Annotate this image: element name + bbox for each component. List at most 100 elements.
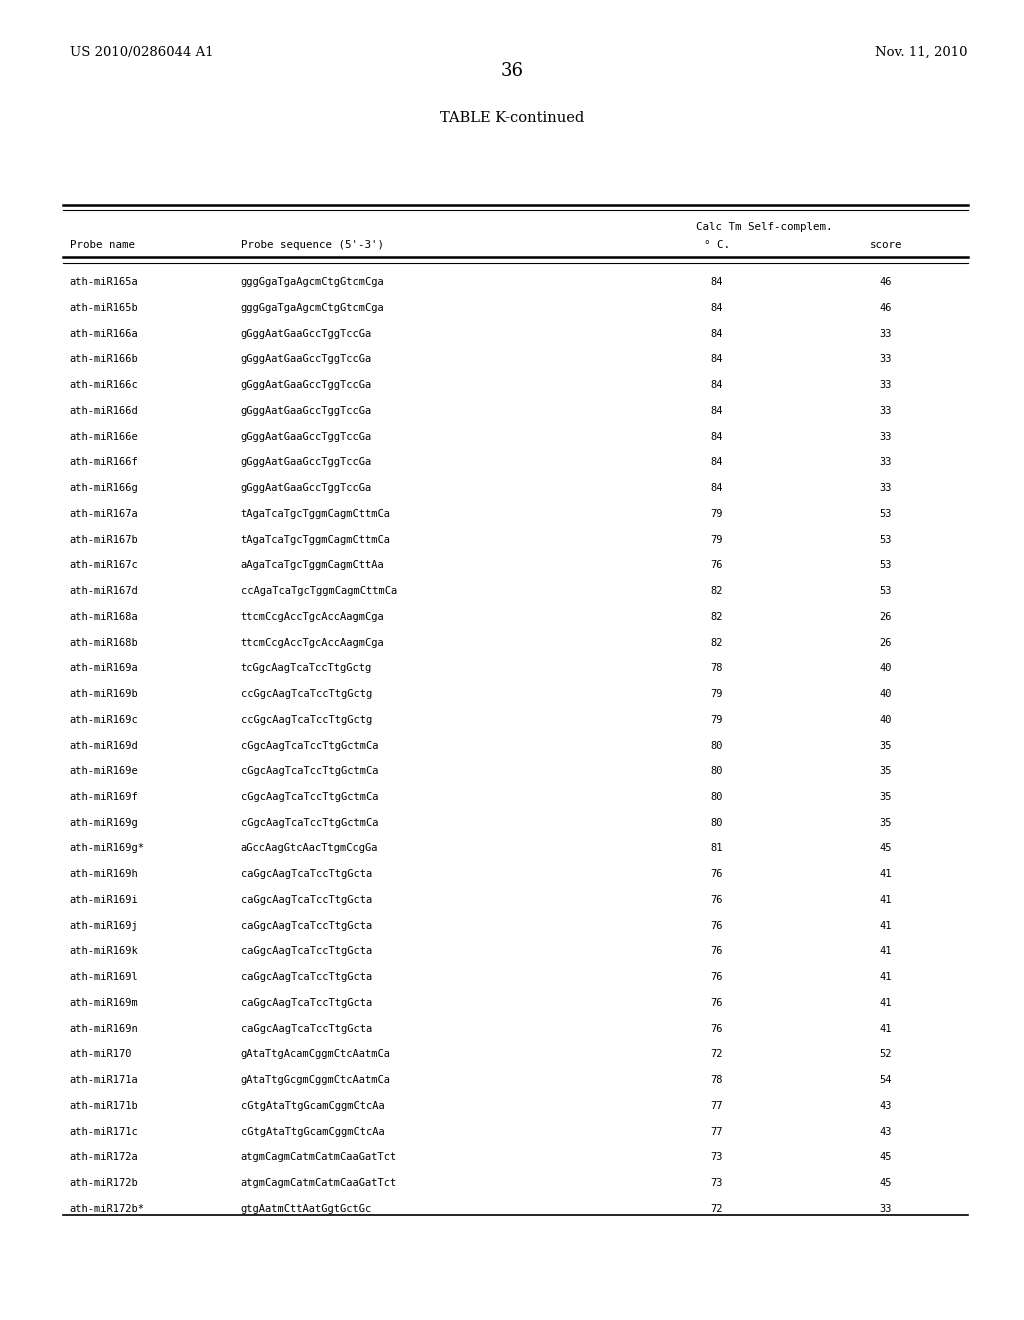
- Text: ath-miR166a: ath-miR166a: [70, 329, 138, 339]
- Text: 84: 84: [711, 458, 723, 467]
- Text: ccGgcAagTcaTccTtgGctg: ccGgcAagTcaTccTtgGctg: [241, 689, 372, 700]
- Text: gggGgaTgaAgcmCtgGtcmCga: gggGgaTgaAgcmCtgGtcmCga: [241, 277, 384, 288]
- Text: 79: 79: [711, 715, 723, 725]
- Text: ath-miR170: ath-miR170: [70, 1049, 132, 1060]
- Text: caGgcAagTcaTccTtgGcta: caGgcAagTcaTccTtgGcta: [241, 946, 372, 957]
- Text: ath-miR165a: ath-miR165a: [70, 277, 138, 288]
- Text: 33: 33: [880, 458, 892, 467]
- Text: 73: 73: [711, 1152, 723, 1163]
- Text: gAtaTtgGcgmCggmCtcAatmCa: gAtaTtgGcgmCggmCtcAatmCa: [241, 1074, 390, 1085]
- Text: ath-miR167b: ath-miR167b: [70, 535, 138, 545]
- Text: ath-miR169a: ath-miR169a: [70, 663, 138, 673]
- Text: 33: 33: [880, 380, 892, 391]
- Text: 41: 41: [880, 895, 892, 906]
- Text: ath-miR167a: ath-miR167a: [70, 508, 138, 519]
- Text: 35: 35: [880, 766, 892, 776]
- Text: 33: 33: [880, 407, 892, 416]
- Text: Nov. 11, 2010: Nov. 11, 2010: [876, 46, 968, 59]
- Text: 53: 53: [880, 586, 892, 597]
- Text: gGggAatGaaGccTggTccGa: gGggAatGaaGccTggTccGa: [241, 407, 372, 416]
- Text: ath-miR169k: ath-miR169k: [70, 946, 138, 957]
- Text: ath-miR171c: ath-miR171c: [70, 1126, 138, 1137]
- Text: aGccAagGtcAacTtgmCcgGa: aGccAagGtcAacTtgmCcgGa: [241, 843, 378, 854]
- Text: 36: 36: [501, 62, 523, 81]
- Text: 84: 84: [711, 277, 723, 288]
- Text: ath-miR171a: ath-miR171a: [70, 1074, 138, 1085]
- Text: 41: 41: [880, 1024, 892, 1034]
- Text: ath-miR169i: ath-miR169i: [70, 895, 138, 906]
- Text: 76: 76: [711, 972, 723, 982]
- Text: ath-miR168b: ath-miR168b: [70, 638, 138, 648]
- Text: 40: 40: [880, 715, 892, 725]
- Text: tAgaTcaTgcTggmCagmCttmCa: tAgaTcaTgcTggmCagmCttmCa: [241, 508, 390, 519]
- Text: 33: 33: [880, 483, 892, 494]
- Text: ttcmCcgAccTgcAccAagmCga: ttcmCcgAccTgcAccAagmCga: [241, 612, 384, 622]
- Text: 79: 79: [711, 689, 723, 700]
- Text: 76: 76: [711, 921, 723, 931]
- Text: 81: 81: [711, 843, 723, 854]
- Text: 35: 35: [880, 817, 892, 828]
- Text: ath-miR166f: ath-miR166f: [70, 458, 138, 467]
- Text: ath-miR166d: ath-miR166d: [70, 407, 138, 416]
- Text: 53: 53: [880, 535, 892, 545]
- Text: 78: 78: [711, 1074, 723, 1085]
- Text: ath-miR166c: ath-miR166c: [70, 380, 138, 391]
- Text: ath-miR169e: ath-miR169e: [70, 766, 138, 776]
- Text: 84: 84: [711, 354, 723, 364]
- Text: atgmCagmCatmCatmCaaGatTct: atgmCagmCatmCatmCaaGatTct: [241, 1177, 397, 1188]
- Text: 45: 45: [880, 1177, 892, 1188]
- Text: 82: 82: [711, 638, 723, 648]
- Text: 76: 76: [711, 998, 723, 1008]
- Text: 41: 41: [880, 946, 892, 957]
- Text: Calc Tm Self-complem.: Calc Tm Self-complem.: [696, 222, 833, 232]
- Text: 84: 84: [711, 380, 723, 391]
- Text: ttcmCcgAccTgcAccAagmCga: ttcmCcgAccTgcAccAagmCga: [241, 638, 384, 648]
- Text: 33: 33: [880, 432, 892, 442]
- Text: gAtaTtgAcamCggmCtcAatmCa: gAtaTtgAcamCggmCtcAatmCa: [241, 1049, 390, 1060]
- Text: 26: 26: [880, 612, 892, 622]
- Text: 53: 53: [880, 560, 892, 570]
- Text: ccGgcAagTcaTccTtgGctg: ccGgcAagTcaTccTtgGctg: [241, 715, 372, 725]
- Text: ath-miR171b: ath-miR171b: [70, 1101, 138, 1111]
- Text: 76: 76: [711, 560, 723, 570]
- Text: 80: 80: [711, 792, 723, 803]
- Text: ath-miR172b*: ath-miR172b*: [70, 1204, 144, 1214]
- Text: cGgcAagTcaTccTtgGctmCa: cGgcAagTcaTccTtgGctmCa: [241, 766, 378, 776]
- Text: 54: 54: [880, 1074, 892, 1085]
- Text: 41: 41: [880, 998, 892, 1008]
- Text: ccAgaTcaTgcTggmCagmCttmCa: ccAgaTcaTgcTggmCagmCttmCa: [241, 586, 397, 597]
- Text: 77: 77: [711, 1126, 723, 1137]
- Text: tAgaTcaTgcTggmCagmCttmCa: tAgaTcaTgcTggmCagmCttmCa: [241, 535, 390, 545]
- Text: ath-miR169f: ath-miR169f: [70, 792, 138, 803]
- Text: 80: 80: [711, 817, 723, 828]
- Text: US 2010/0286044 A1: US 2010/0286044 A1: [70, 46, 213, 59]
- Text: 41: 41: [880, 972, 892, 982]
- Text: 45: 45: [880, 1152, 892, 1163]
- Text: 76: 76: [711, 946, 723, 957]
- Text: ath-miR165b: ath-miR165b: [70, 302, 138, 313]
- Text: gggGgaTgaAgcmCtgGtcmCga: gggGgaTgaAgcmCtgGtcmCga: [241, 302, 384, 313]
- Text: gGggAatGaaGccTggTccGa: gGggAatGaaGccTggTccGa: [241, 458, 372, 467]
- Text: 79: 79: [711, 508, 723, 519]
- Text: gtgAatmCttAatGgtGctGc: gtgAatmCttAatGgtGctGc: [241, 1204, 372, 1214]
- Text: 72: 72: [711, 1049, 723, 1060]
- Text: Probe name: Probe name: [70, 240, 134, 251]
- Text: gGggAatGaaGccTggTccGa: gGggAatGaaGccTggTccGa: [241, 329, 372, 339]
- Text: 46: 46: [880, 302, 892, 313]
- Text: cGgcAagTcaTccTtgGctmCa: cGgcAagTcaTccTtgGctmCa: [241, 741, 378, 751]
- Text: caGgcAagTcaTccTtgGcta: caGgcAagTcaTccTtgGcta: [241, 972, 372, 982]
- Text: ath-miR168a: ath-miR168a: [70, 612, 138, 622]
- Text: cGtgAtaTtgGcamCggmCtcAa: cGtgAtaTtgGcamCggmCtcAa: [241, 1101, 384, 1111]
- Text: 73: 73: [711, 1177, 723, 1188]
- Text: 26: 26: [880, 638, 892, 648]
- Text: 40: 40: [880, 689, 892, 700]
- Text: 43: 43: [880, 1126, 892, 1137]
- Text: atgmCagmCatmCatmCaaGatTct: atgmCagmCatmCatmCaaGatTct: [241, 1152, 397, 1163]
- Text: 33: 33: [880, 329, 892, 339]
- Text: Probe sequence (5'-3'): Probe sequence (5'-3'): [241, 240, 384, 251]
- Text: ath-miR169g: ath-miR169g: [70, 817, 138, 828]
- Text: aAgaTcaTgcTggmCagmCttAa: aAgaTcaTgcTggmCagmCttAa: [241, 560, 384, 570]
- Text: ath-miR169b: ath-miR169b: [70, 689, 138, 700]
- Text: 45: 45: [880, 843, 892, 854]
- Text: 76: 76: [711, 1024, 723, 1034]
